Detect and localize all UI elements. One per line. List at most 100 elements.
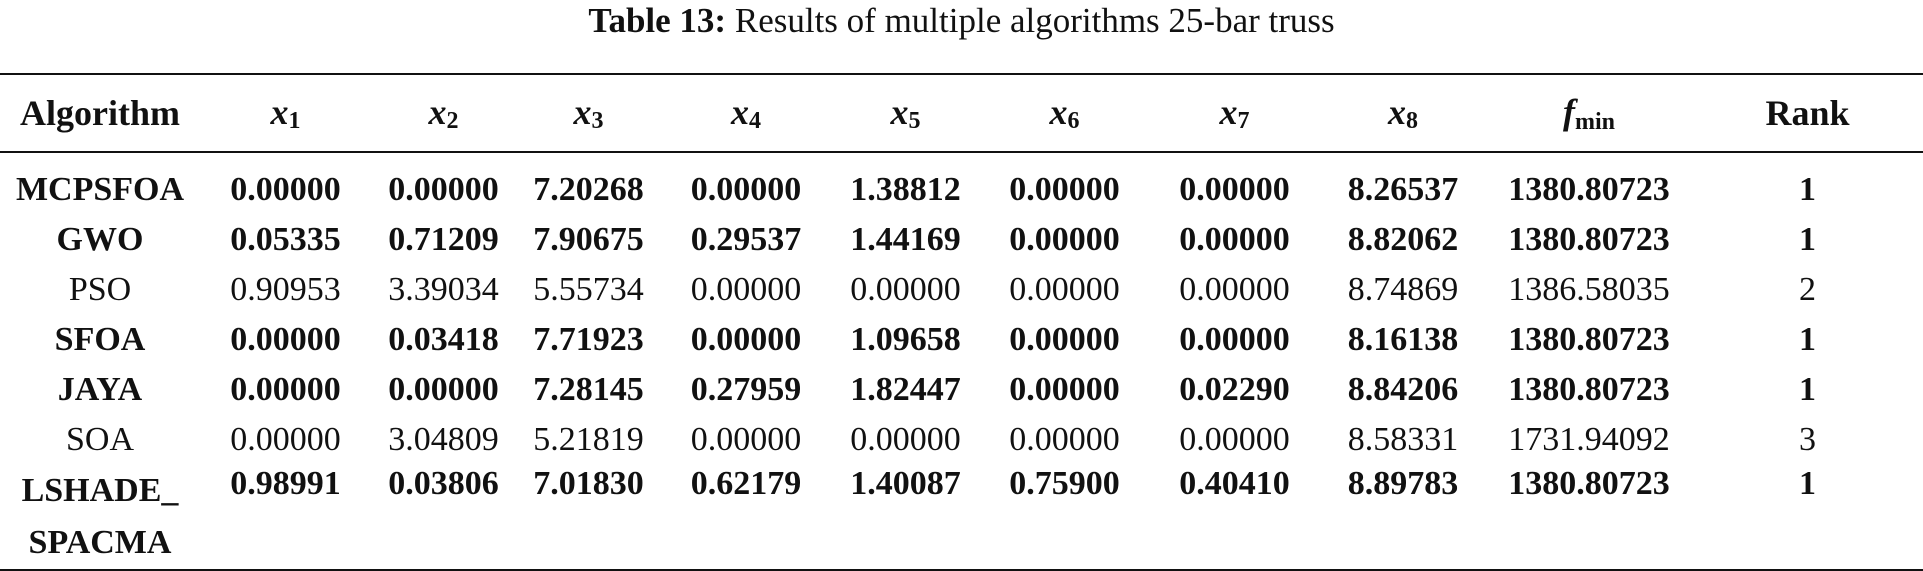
table-row: GWO 0.05335 0.71209 7.90675 0.29537 1.44169 0.…	[0, 215, 1923, 265]
cell-rank: 1	[1799, 171, 1816, 208]
cell-x8: 8.26537	[1347, 171, 1459, 208]
cell-fmin: 1380.80723	[1508, 465, 1670, 502]
table-body: MCPSFOA 0.00000 0.00000 7.20268 0.00000 1.388…	[0, 152, 1923, 570]
cell-x8: 8.89783	[1347, 465, 1459, 502]
cell-x1: 0.00000	[230, 421, 341, 458]
cell-x2: 3.04809	[388, 421, 499, 458]
cell-rank: 1	[1799, 221, 1816, 258]
cell-x5: 1.09658	[850, 321, 961, 358]
cell-x1: 0.00000	[230, 321, 341, 358]
cell-x4: 0.00000	[690, 171, 802, 208]
table-row: JAYA 0.00000 0.00000 7.28145 0.27959 1.82447 0…	[0, 365, 1923, 415]
cell-x6: 0.00000	[1009, 271, 1120, 308]
cell-x6: 0.00000	[1009, 171, 1120, 208]
cell-x2: 0.00000	[388, 371, 499, 408]
cell-x7: 0.00000	[1179, 271, 1290, 308]
caption-text: Results of multiple algorithms 25-bar tr…	[734, 1, 1335, 40]
cell-rank: 2	[1799, 271, 1816, 308]
cell-x7: 0.00000	[1179, 421, 1290, 458]
cell-x7: 0.00000	[1179, 171, 1290, 208]
cell-x6: 0.75900	[1009, 465, 1120, 502]
cell-x6: 0.00000	[1009, 371, 1120, 408]
cell-x4: 0.00000	[690, 321, 802, 358]
cell-x4: 0.00000	[690, 271, 802, 308]
cell-fmin: 1380.80723	[1508, 221, 1670, 258]
results-table-container: Algorithm x1 x2 x3 x4 x5 x6 x7 x8 fmin R…	[0, 73, 1923, 571]
cell-x3: 7.90675	[533, 221, 644, 258]
cell-x5: 1.40087	[850, 465, 961, 502]
cell-x1: 0.05335	[230, 221, 341, 258]
cell-x4: 0.29537	[690, 221, 802, 258]
cell-x5: 1.82447	[850, 371, 961, 408]
cell-fmin: 1731.94092	[1508, 421, 1670, 458]
cell-x8: 8.74869	[1347, 271, 1459, 308]
cell-rank: 3	[1799, 421, 1816, 458]
cell-x8: 8.58331	[1347, 421, 1459, 458]
cell-x3: 5.55734	[533, 271, 644, 308]
header-row: Algorithm x1 x2 x3 x4 x5 x6 x7 x8 fmin R…	[0, 74, 1923, 152]
cell-x1: 0.00000	[230, 171, 341, 208]
header-x8: x8	[1388, 92, 1418, 134]
cell-x8: 8.82062	[1347, 221, 1459, 258]
cell-x4: 0.00000	[690, 421, 802, 458]
header-x2: x2	[428, 92, 459, 134]
cell-algorithm: GWO	[56, 221, 144, 258]
cell-x4: 0.27959	[690, 371, 802, 408]
header-x3: x3	[573, 92, 604, 134]
cell-rank: 1	[1799, 321, 1816, 358]
cell-x7: 0.00000	[1179, 321, 1290, 358]
cell-x8: 8.84206	[1347, 371, 1459, 408]
cell-x3: 7.71923	[533, 321, 644, 358]
cell-x1: 0.00000	[230, 371, 341, 408]
cell-fmin: 1386.58035	[1508, 271, 1670, 308]
cell-x1: 0.98991	[230, 465, 341, 502]
cell-algorithm: SOA	[65, 421, 135, 458]
cell-rank: 1	[1799, 465, 1816, 502]
header-x6: x6	[1049, 92, 1080, 134]
cell-x7: 0.40410	[1179, 465, 1290, 502]
table-row: SOA 0.00000 3.04809 5.21819 0.00000 0.00000 0.…	[0, 415, 1923, 465]
cell-x2: 0.00000	[388, 171, 499, 208]
cell-x3: 7.01830	[533, 465, 644, 502]
cell-x4: 0.62179	[690, 465, 802, 502]
cell-x2: 3.39034	[388, 271, 499, 308]
algorithm-name-line: SPACMA	[28, 524, 172, 561]
cell-x6: 0.00000	[1009, 221, 1120, 258]
cell-x3: 5.21819	[533, 421, 644, 458]
cell-x5: 0.00000	[850, 421, 961, 458]
cell-x8: 8.16138	[1347, 321, 1459, 358]
table-row: PSO 0.90953 3.39034 5.55734 0.00000 0.00000 0.…	[0, 265, 1923, 315]
header-x7: x7	[1219, 92, 1250, 134]
cell-x5: 1.44169	[850, 221, 961, 258]
header-x1: x1	[270, 92, 301, 134]
header-x4: x4	[731, 92, 761, 134]
cell-algorithm: SFOA	[54, 321, 146, 358]
table-row: SFOA 0.00000 0.03418 7.71923 0.00000 1.09658 0…	[0, 315, 1923, 365]
header-x5: x5	[890, 92, 921, 134]
cell-x2: 0.03418	[388, 321, 499, 358]
cell-fmin: 1380.80723	[1508, 171, 1670, 208]
caption-label: Table 13:	[588, 1, 727, 40]
cell-x6: 0.00000	[1009, 321, 1120, 358]
cell-x6: 0.00000	[1009, 421, 1120, 458]
table-row: LSHADE_ SPACMA 0.98991 0.03806 7.01830 0.6217…	[0, 465, 1923, 570]
header-rank: Rank	[1765, 93, 1850, 133]
cell-x2: 0.71209	[388, 221, 499, 258]
table-row: MCPSFOA 0.00000 0.00000 7.20268 0.00000 1.388…	[0, 152, 1923, 215]
cell-rank: 1	[1799, 371, 1816, 408]
header-fmin: fmin	[1562, 91, 1615, 135]
table-caption: Table 13: Results of multiple algorithms…	[0, 0, 1923, 51]
cell-fmin: 1380.80723	[1508, 321, 1670, 358]
cell-algorithm: LSHADE_ SPACMA	[0, 465, 200, 570]
cell-algorithm: MCPSFOA	[15, 171, 185, 208]
cell-x5: 1.38812	[850, 171, 961, 208]
cell-x7: 0.02290	[1179, 371, 1290, 408]
cell-x1: 0.90953	[230, 271, 341, 308]
cell-x7: 0.00000	[1179, 221, 1290, 258]
cell-x3: 7.20268	[533, 171, 644, 208]
results-table: Algorithm x1 x2 x3 x4 x5 x6 x7 x8 fmin R…	[0, 73, 1923, 571]
cell-algorithm: JAYA	[57, 371, 143, 408]
header-algorithm: Algorithm	[20, 93, 180, 133]
algorithm-name-line: LSHADE_	[21, 472, 179, 509]
cell-x5: 0.00000	[850, 271, 961, 308]
